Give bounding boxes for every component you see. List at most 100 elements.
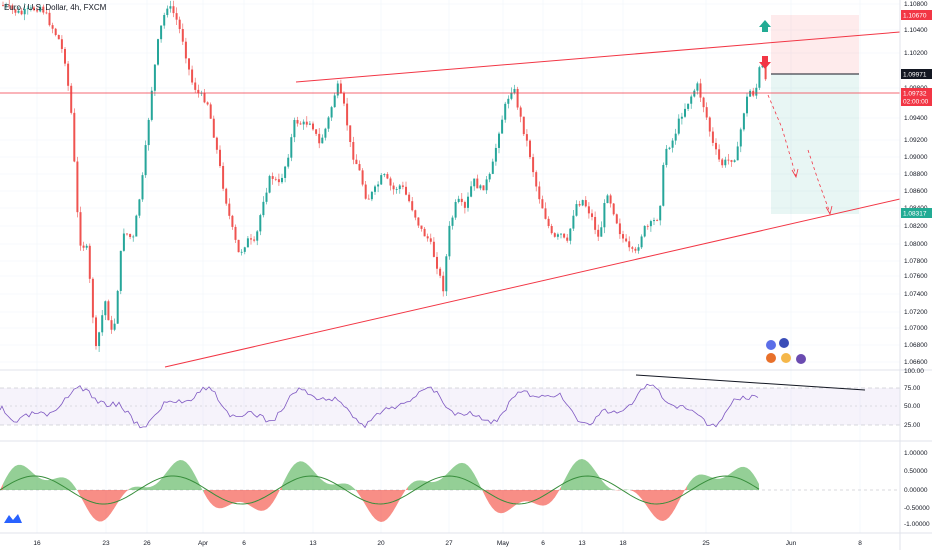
candle-body	[755, 87, 758, 96]
candle-body	[135, 215, 138, 237]
osc-segment	[258, 490, 261, 511]
osc-segment	[156, 481, 159, 490]
osc-segment	[192, 469, 195, 490]
rsi-tick-label: 75.00	[904, 385, 921, 392]
oscillator-axis[interactable]: 1.00000 0.50000 0.00000 -0.50000 -1.00000	[904, 450, 930, 528]
candle-body	[687, 103, 690, 109]
candle-body	[23, 8, 26, 15]
candle-body	[104, 301, 107, 316]
stop-price-badge: 1.10670	[903, 13, 927, 20]
osc-segment	[531, 490, 534, 504]
candle-body	[516, 88, 519, 108]
candle-body	[470, 186, 473, 197]
time-tick-label: May	[497, 540, 510, 547]
candle-body	[166, 8, 169, 16]
price-tick-label: 1.10800	[904, 1, 928, 8]
osc-segment	[309, 465, 312, 490]
osc-segment	[690, 478, 693, 490]
candle-body	[88, 245, 91, 279]
osc-segment	[435, 480, 438, 490]
candle-body	[581, 200, 584, 206]
symbol-title[interactable]: Euro / U.S. Dollar, 4h, FXCM	[4, 3, 107, 12]
osc-signal-line	[0, 475, 760, 505]
trend-drawings[interactable]	[0, 20, 901, 368]
osc-segment	[600, 477, 603, 490]
candle-body	[560, 233, 562, 235]
candle-body	[234, 226, 237, 240]
candle-body	[243, 247, 246, 252]
osc-segment	[525, 490, 528, 502]
candle-body	[20, 10, 23, 15]
candle-body	[119, 250, 122, 291]
osc-segment	[438, 479, 441, 490]
time-axis[interactable]: 16 23 26 Apr 6 13 20 27 May 6 13 18 25 Jun 8	[33, 540, 862, 547]
osc-segment	[36, 475, 39, 490]
candles-group	[2, 0, 767, 352]
osc-segment	[204, 490, 207, 499]
osc-segment	[303, 461, 306, 490]
osc-segment	[411, 481, 414, 490]
candle-body	[141, 175, 144, 200]
time-tick-label: 16	[33, 540, 41, 547]
osc-segment	[357, 490, 360, 496]
time-tick-label: 20	[377, 540, 385, 547]
osc-segment	[633, 490, 636, 494]
candle-body	[271, 176, 274, 179]
event-icons[interactable]	[766, 338, 806, 364]
rsi-axis[interactable]: 100.00 75.00 50.00 25.00	[904, 368, 924, 429]
event-icon	[781, 353, 791, 363]
osc-segment	[72, 482, 75, 490]
position-zones	[771, 15, 859, 214]
osc-segment	[225, 490, 228, 508]
osc-segment	[324, 481, 327, 490]
candle-body	[594, 216, 597, 230]
osc-segment	[9, 468, 12, 490]
osc-segment	[75, 486, 78, 492]
projection-arrowhead-2	[825, 205, 833, 216]
osc-segment	[300, 461, 303, 490]
arrow-down-icon	[759, 56, 771, 69]
candle-body	[324, 128, 327, 138]
candle-body	[64, 48, 66, 64]
osc-segment	[363, 490, 366, 506]
candle-body	[550, 226, 553, 234]
osc-segment	[471, 469, 474, 490]
time-tick-label: 6	[541, 540, 545, 547]
osc-segment	[78, 490, 81, 498]
candle-body	[290, 137, 293, 158]
candle-body	[184, 41, 187, 59]
candle-body	[429, 238, 432, 242]
osc-segment	[744, 466, 747, 490]
osc-segment	[201, 487, 204, 493]
price-tick-label: 1.08600	[904, 188, 928, 195]
osc-segment	[234, 490, 237, 503]
candle-body	[277, 179, 280, 183]
candle-body	[566, 237, 569, 241]
osc-segment	[180, 460, 183, 490]
candle-body	[761, 65, 764, 68]
candle-body	[219, 149, 221, 166]
osc-segment	[723, 476, 726, 490]
candle-body	[615, 214, 618, 224]
candle-body	[680, 116, 683, 119]
candle-body	[742, 113, 745, 130]
osc-segment	[81, 490, 84, 503]
osc-segment	[465, 463, 468, 490]
osc-segment	[630, 490, 633, 492]
candle-body	[603, 203, 606, 228]
candle-body	[169, 6, 172, 9]
candle-body	[284, 166, 287, 178]
candle-body	[315, 129, 318, 134]
osc-segment	[549, 490, 552, 504]
candle-body	[572, 215, 575, 229]
candle-body	[677, 118, 680, 134]
candle-body	[671, 140, 674, 148]
candle-body	[696, 83, 699, 91]
candle-body	[8, 5, 11, 7]
tradingview-logo-icon[interactable]	[4, 514, 22, 523]
candle-body	[302, 121, 305, 125]
osc-segment	[69, 480, 72, 490]
osc-segment	[348, 484, 351, 490]
osc-segment	[609, 487, 612, 490]
